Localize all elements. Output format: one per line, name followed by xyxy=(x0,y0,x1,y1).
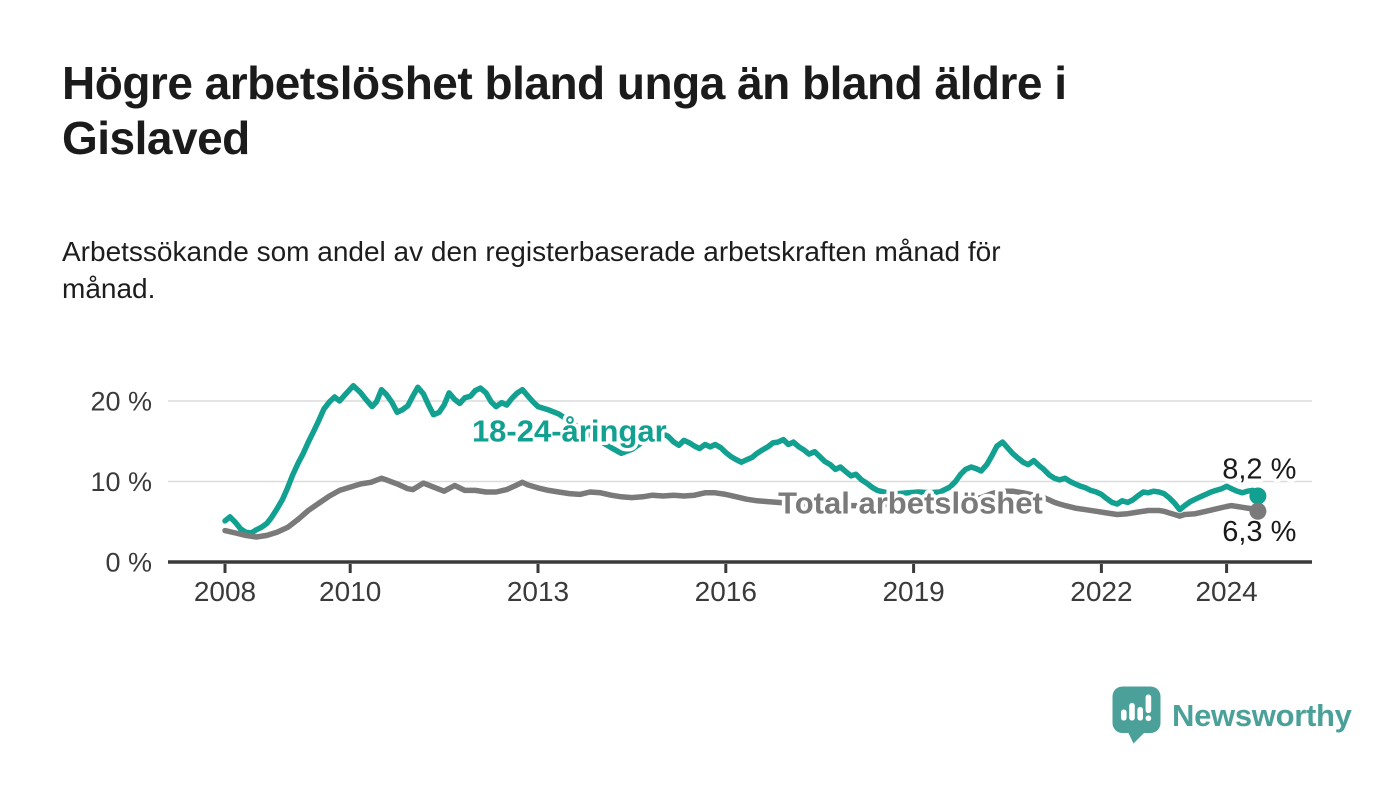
x-axis-label-2013: 2013 xyxy=(507,576,569,607)
series-end-dot-young xyxy=(1249,487,1267,505)
page-subtitle: Arbetssökande som andel av den registerb… xyxy=(62,233,1242,307)
page-subtitle-line-1: Arbetssökande som andel av den registerb… xyxy=(62,236,1001,267)
y-axis-label-0: 0 % xyxy=(105,548,152,578)
y-axis-label-20: 20 % xyxy=(90,387,152,417)
series-end-dot-total xyxy=(1249,502,1267,520)
series-line-young xyxy=(222,382,1261,536)
page-title-line-2: Gislaved xyxy=(62,111,250,164)
page-title: Högre arbetslöshet bland unga än bland ä… xyxy=(62,56,1242,165)
page-subtitle-line-2: månad. xyxy=(62,273,156,305)
newsworthy-logo: Newsworthy xyxy=(1112,686,1352,744)
bar-chart-speech-bubble-icon xyxy=(1112,686,1161,744)
x-axis-label-2016: 2016 xyxy=(695,576,757,607)
unemployment-line-chart: 0 % 10 % 20 % 2008 2010 2013 2016 2019 2022 2024 1… xyxy=(90,382,1312,607)
series-line-total xyxy=(222,475,1261,540)
total-end-value: 6,3 % xyxy=(1222,516,1296,548)
young-end-value: 8,2 % xyxy=(1222,453,1296,485)
x-axis-label-2024: 2024 xyxy=(1195,576,1257,607)
page-title-line-1: Högre arbetslöshet bland unga än bland ä… xyxy=(62,57,1067,109)
x-axis-label-2019: 2019 xyxy=(882,576,944,607)
total-series-label: Total arbetslöshet xyxy=(778,486,1043,521)
young-series-label: 18-24-åringar xyxy=(472,413,667,448)
newsworthy-wordmark: Newsworthy xyxy=(1172,697,1352,733)
x-axis-label-2008: 2008 xyxy=(194,576,256,607)
y-axis-label-10: 10 % xyxy=(90,467,152,497)
x-axis-label-2022: 2022 xyxy=(1070,576,1132,607)
x-axis-label-2010: 2010 xyxy=(319,576,381,607)
